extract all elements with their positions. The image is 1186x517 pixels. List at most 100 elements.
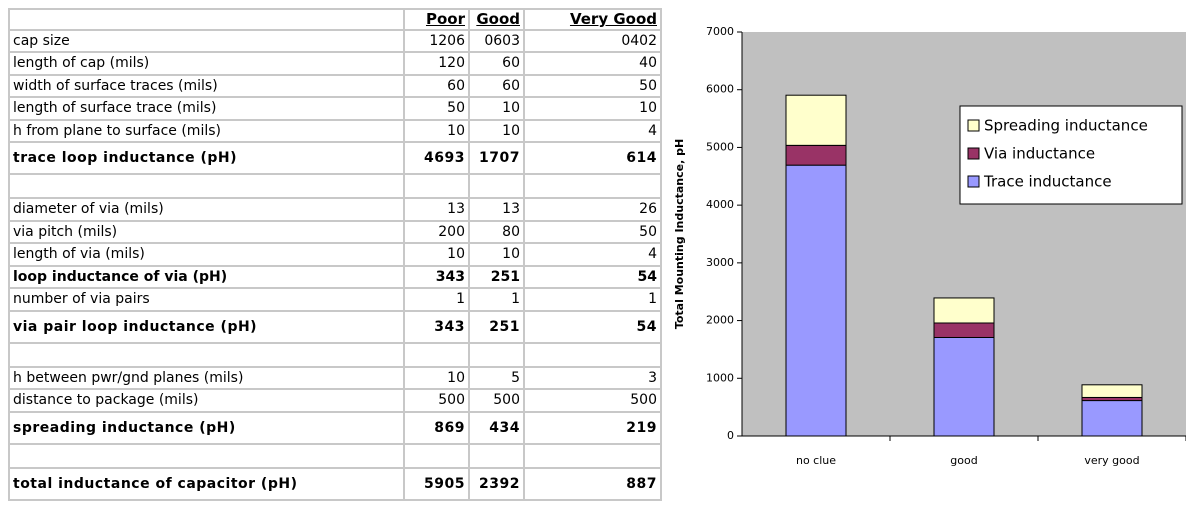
x-tick-label: good bbox=[950, 454, 977, 467]
value-cell: 54 bbox=[525, 311, 662, 344]
value-cell: 120 bbox=[405, 53, 470, 76]
bar-segment bbox=[785, 94, 847, 146]
value-cell: 887 bbox=[525, 468, 662, 501]
blank-row bbox=[8, 175, 662, 199]
value-cell: 0402 bbox=[525, 30, 662, 53]
table-row: loop inductance of via (pH) 343 251 54 bbox=[8, 266, 662, 289]
value-cell: 60 bbox=[405, 75, 470, 98]
table-row: cap size 1206 0603 0402 bbox=[8, 30, 662, 53]
bar-segment bbox=[785, 144, 847, 166]
value-cell: 26 bbox=[525, 199, 662, 222]
value-cell: 0603 bbox=[470, 30, 525, 53]
empty-cell bbox=[470, 343, 525, 368]
bar-segment bbox=[933, 336, 995, 437]
bar-segment bbox=[933, 297, 995, 324]
value-cell: 40 bbox=[525, 53, 662, 76]
table-row: total inductance of capacitor (pH) 5905 23… bbox=[8, 468, 662, 501]
empty-cell bbox=[525, 175, 662, 199]
empty-cell bbox=[8, 175, 405, 199]
row-label: length of surface trace (mils) bbox=[8, 98, 405, 121]
blank-row bbox=[8, 343, 662, 368]
empty-cell bbox=[470, 444, 525, 469]
row-label: number of via pairs bbox=[8, 289, 405, 312]
value-cell: 251 bbox=[470, 266, 525, 289]
header-cell bbox=[8, 8, 405, 31]
header-row: Poor Good Very Good bbox=[8, 8, 662, 31]
row-label: total inductance of capacitor (pH) bbox=[8, 468, 405, 501]
value-cell: 13 bbox=[405, 199, 470, 222]
row-label: length of via (mils) bbox=[8, 244, 405, 267]
table-row: h between pwr/gnd planes (mils) 10 5 3 bbox=[8, 367, 662, 390]
row-label: distance to package (mils) bbox=[8, 390, 405, 413]
row-label: via pair loop inductance (pH) bbox=[8, 311, 405, 344]
value-cell: 3 bbox=[525, 367, 662, 390]
row-label: diameter of via (mils) bbox=[8, 199, 405, 222]
empty-cell bbox=[405, 343, 470, 368]
value-cell: 60 bbox=[470, 75, 525, 98]
table-row: length of via (mils) 10 10 4 bbox=[8, 244, 662, 267]
value-cell: 60 bbox=[470, 53, 525, 76]
bar-segment bbox=[1081, 400, 1143, 437]
row-label: width of surface traces (mils) bbox=[8, 75, 405, 98]
table-row: h from plane to surface (mils) 10 10 4 bbox=[8, 120, 662, 143]
value-cell: 1206 bbox=[405, 30, 470, 53]
y-tick-label: 4000 bbox=[706, 198, 734, 211]
value-cell: 200 bbox=[405, 221, 470, 244]
column-header: Very Good bbox=[525, 8, 662, 31]
y-axis-label: Total Mounting Inductance, pH bbox=[673, 139, 686, 329]
table-row: trace loop inductance (pH) 4693 1707 614 bbox=[8, 143, 662, 175]
value-cell: 5 bbox=[470, 367, 525, 390]
bar-segment bbox=[1081, 384, 1143, 398]
value-cell: 10 bbox=[470, 98, 525, 121]
value-cell: 1 bbox=[405, 289, 470, 312]
legend-label: Via inductance bbox=[984, 145, 1095, 163]
value-cell: 219 bbox=[525, 412, 662, 445]
legend-swatch bbox=[967, 119, 980, 132]
value-cell: 10 bbox=[470, 120, 525, 143]
y-tick-label: 3000 bbox=[706, 256, 734, 269]
empty-cell bbox=[470, 175, 525, 199]
row-label: via pitch (mils) bbox=[8, 221, 405, 244]
table-row: length of cap (mils) 120 60 40 bbox=[8, 53, 662, 76]
row-label: h from plane to surface (mils) bbox=[8, 120, 405, 143]
value-cell: 2392 bbox=[470, 468, 525, 501]
value-cell: 500 bbox=[470, 390, 525, 413]
table-row: spreading inductance (pH) 869 434 219 bbox=[8, 412, 662, 445]
y-tick-label: 0 bbox=[727, 429, 734, 442]
y-tick-label: 7000 bbox=[706, 25, 734, 38]
table-row: via pitch (mils) 200 80 50 bbox=[8, 221, 662, 244]
row-label: spreading inductance (pH) bbox=[8, 412, 405, 445]
value-cell: 10 bbox=[470, 244, 525, 267]
table-row: via pair loop inductance (pH) 343 251 54 bbox=[8, 311, 662, 344]
row-label: cap size bbox=[8, 30, 405, 53]
value-cell: 1707 bbox=[470, 143, 525, 175]
value-cell: 10 bbox=[405, 244, 470, 267]
value-cell: 343 bbox=[405, 266, 470, 289]
table-row: distance to package (mils) 500 500 500 bbox=[8, 390, 662, 413]
y-tick-label: 2000 bbox=[706, 314, 734, 327]
row-label: length of cap (mils) bbox=[8, 53, 405, 76]
value-cell: 500 bbox=[525, 390, 662, 413]
value-cell: 13 bbox=[470, 199, 525, 222]
value-cell: 434 bbox=[470, 412, 525, 445]
x-tick-label: very good bbox=[1084, 454, 1139, 467]
empty-cell bbox=[405, 444, 470, 469]
row-label: h between pwr/gnd planes (mils) bbox=[8, 367, 405, 390]
y-tick-label: 6000 bbox=[706, 83, 734, 96]
table-row: length of surface trace (mils) 50 10 10 bbox=[8, 98, 662, 121]
value-cell: 50 bbox=[525, 75, 662, 98]
x-tick-label: no clue bbox=[796, 454, 836, 467]
row-label: loop inductance of via (pH) bbox=[8, 266, 405, 289]
value-cell: 10 bbox=[405, 367, 470, 390]
table-row: diameter of via (mils) 13 13 26 bbox=[8, 199, 662, 222]
value-cell: 251 bbox=[470, 311, 525, 344]
value-cell: 1 bbox=[470, 289, 525, 312]
value-cell: 1 bbox=[525, 289, 662, 312]
legend-label: Spreading inductance bbox=[984, 117, 1148, 135]
value-cell: 80 bbox=[470, 221, 525, 244]
empty-cell bbox=[405, 175, 470, 199]
legend-swatch bbox=[967, 175, 980, 188]
empty-cell bbox=[525, 343, 662, 368]
y-tick-label: 1000 bbox=[706, 371, 734, 384]
